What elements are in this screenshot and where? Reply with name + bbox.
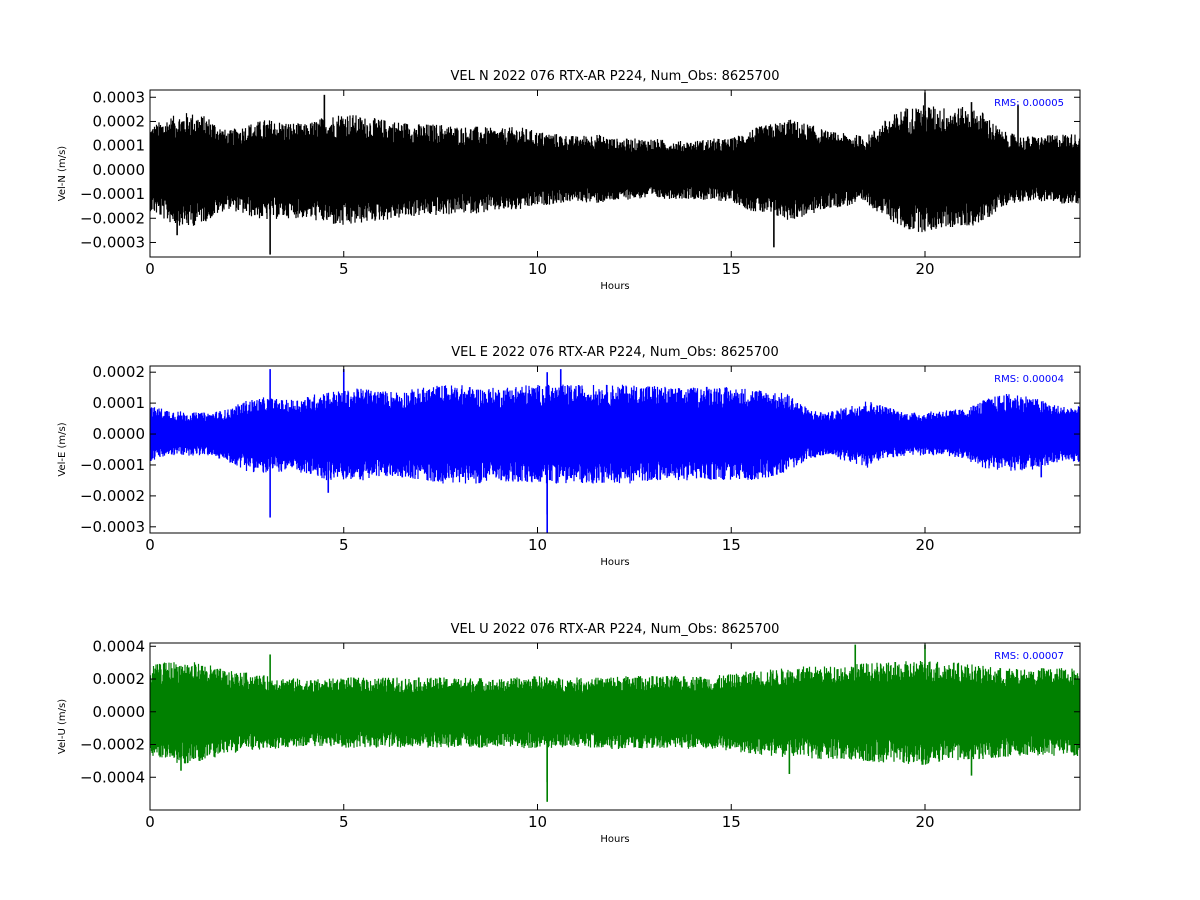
x-axis-label: Hours bbox=[600, 281, 629, 292]
x-tick-label: 5 bbox=[339, 260, 349, 278]
rms-annotation: RMS: 0.00007 bbox=[994, 651, 1064, 662]
y-tick-label: 0.0002 bbox=[93, 670, 146, 688]
y-tick-label: −0.0002 bbox=[80, 736, 145, 754]
x-tick-label: 20 bbox=[915, 536, 934, 554]
y-axis-label: Vel-E (m/s) bbox=[57, 422, 68, 476]
y-tick-label: −0.0002 bbox=[80, 487, 145, 505]
x-tick-label: 0 bbox=[145, 536, 155, 554]
series-line-1 bbox=[150, 92, 1080, 255]
x-tick-label: 15 bbox=[722, 813, 741, 831]
x-tick-label: 10 bbox=[528, 536, 547, 554]
x-tick-label: 5 bbox=[339, 536, 349, 554]
rms-annotation: RMS: 0.00005 bbox=[994, 98, 1064, 109]
y-tick-label: 0.0004 bbox=[93, 637, 146, 655]
chart-title: VEL U 2022 076 RTX-AR P224, Num_Obs: 862… bbox=[451, 622, 780, 637]
y-tick-label: −0.0003 bbox=[80, 518, 145, 536]
subplot-2: 0 5 10 15 20 −0.0003 −0.0002 −0.0001 0.0000 0.000… bbox=[57, 345, 1081, 568]
x-tick-label: 10 bbox=[528, 260, 547, 278]
y-tick-label: 0.0000 bbox=[93, 161, 146, 179]
x-tick-label: 20 bbox=[915, 260, 934, 278]
y-tick-label: 0.0001 bbox=[93, 137, 146, 155]
y-tick-label: 0.0000 bbox=[93, 703, 146, 721]
y-tick-label: −0.0001 bbox=[80, 456, 145, 474]
y-tick-label: 0.0002 bbox=[93, 363, 146, 381]
chart-title: VEL E 2022 076 RTX-AR P224, Num_Obs: 862… bbox=[451, 345, 778, 360]
x-tick-label: 15 bbox=[722, 260, 741, 278]
subplot-1: 0 5 10 15 20 −0.0003 −0.0002 −0.0001 0.0000 0.000… bbox=[57, 69, 1081, 292]
rms-annotation: RMS: 0.00004 bbox=[994, 374, 1064, 385]
x-tick-label: 10 bbox=[528, 813, 547, 831]
y-tick-label: 0.0000 bbox=[93, 425, 146, 443]
x-tick-label: 20 bbox=[915, 813, 934, 831]
y-tick-label: −0.0004 bbox=[80, 768, 145, 786]
y-tick-label: 0.0002 bbox=[93, 112, 146, 130]
y-tick-label: −0.0001 bbox=[80, 185, 145, 203]
y-tick-label: −0.0002 bbox=[80, 209, 145, 227]
y-tick-label: 0.0001 bbox=[93, 394, 146, 412]
series-line-2 bbox=[150, 369, 1080, 533]
y-axis-label: Vel-N (m/s) bbox=[57, 146, 68, 201]
y-tick-label: −0.0003 bbox=[80, 233, 145, 251]
axes-frame bbox=[149, 89, 1081, 258]
x-tick-label: 5 bbox=[339, 813, 349, 831]
chart-title: VEL N 2022 076 RTX-AR P224, Num_Obs: 862… bbox=[451, 69, 780, 84]
subplot-3: 0 5 10 15 20 −0.0004 −0.0002 0.0000 0.0002 0.0004… bbox=[57, 622, 1081, 845]
x-axis-label: Hours bbox=[600, 834, 629, 845]
axes-frame bbox=[149, 365, 1081, 534]
axes-frame bbox=[149, 642, 1081, 811]
x-tick-label: 0 bbox=[145, 813, 155, 831]
x-tick-label: 15 bbox=[722, 536, 741, 554]
y-axis-label: Vel-U (m/s) bbox=[57, 699, 68, 754]
x-tick-label: 0 bbox=[145, 260, 155, 278]
x-axis-label: Hours bbox=[600, 557, 629, 568]
series-line-3 bbox=[150, 644, 1080, 802]
y-tick-label: 0.0003 bbox=[93, 88, 146, 106]
